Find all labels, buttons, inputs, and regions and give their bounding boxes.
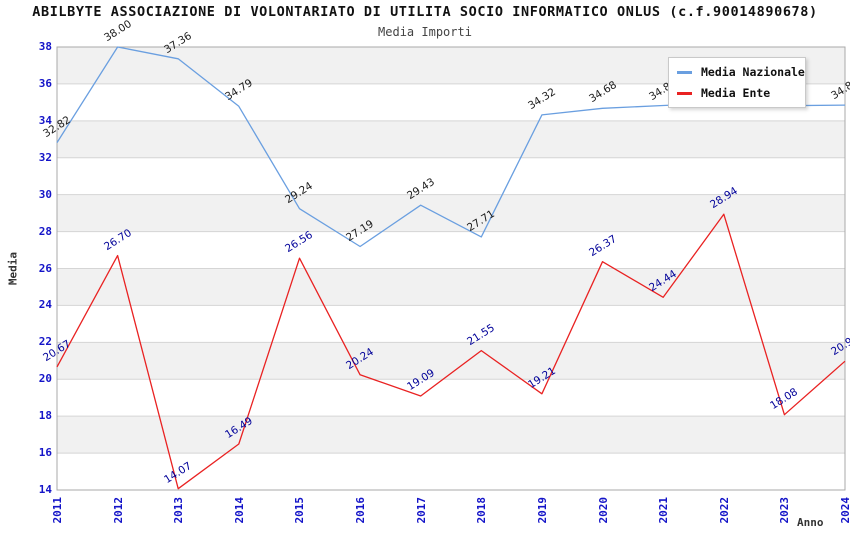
legend-label-ente: Media Ente [701,86,771,100]
x-tick-label: 2020 [596,497,610,524]
legend-swatch-nazionale-icon [677,70,692,74]
legend-item-ente: Media Ente [677,86,797,100]
y-tick-label: 24 [38,298,52,312]
x-tick-label: 2011 [51,497,64,524]
y-tick-label: 20 [38,372,52,386]
y-tick-label: 14 [38,483,52,496]
x-tick-label: 2024 [839,497,850,524]
x-tick-label: 2023 [778,497,792,524]
x-tick-label: 2019 [535,497,549,524]
x-tick-label: 2012 [111,497,125,524]
legend-label-nazionale: Media Nazionale [701,65,805,79]
x-tick-label: 2022 [717,497,731,524]
x-tick-label: 2021 [657,497,671,524]
x-tick-label: 2013 [172,497,186,524]
x-tick-label: 2015 [293,497,307,524]
x-tick-label: 2017 [414,497,428,524]
y-tick-label: 26 [38,261,52,275]
x-tick-label: 2016 [354,497,368,524]
y-axis-label: Media [6,251,20,286]
chart-subtitle: Media Importi [378,25,472,39]
y-tick-label: 28 [38,224,52,238]
y-tick-label: 16 [38,446,52,460]
y-tick-label: 38 [38,40,52,53]
y-tick-label: 18 [38,409,52,423]
y-tick-label: 36 [38,76,52,90]
x-axis-label: Anno [797,516,824,529]
y-tick-label: 32 [38,150,52,164]
page-title: ABILBYTE ASSOCIAZIONE DI VOLONTARIATO DI… [32,4,818,20]
legend-swatch-ente-icon [677,91,692,95]
x-tick-label: 2018 [475,497,489,524]
y-tick-label: 30 [38,187,52,201]
y-tick-label: 34 [38,113,52,127]
x-tick-label: 2014 [232,497,246,524]
y-tick-label: 22 [38,335,52,349]
legend-item-nazionale: Media Nazionale [677,65,805,79]
legend: Media Nazionale Media Ente [668,57,806,108]
